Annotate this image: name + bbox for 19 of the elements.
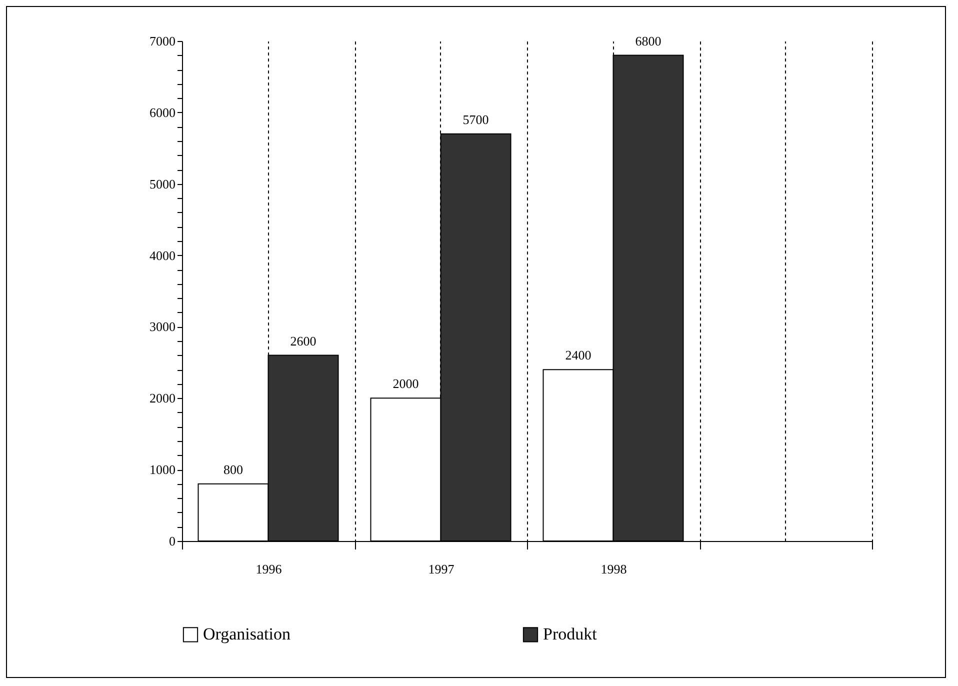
data-label: 800 [223,462,243,477]
x-tick-label: 1998 [600,562,627,576]
x-tick-label: 1997 [428,562,455,576]
data-label: 5700 [462,112,489,127]
y-tick-label: 7000 [150,34,176,48]
y-tick-label: 0 [169,534,176,548]
data-label: 2000 [392,376,419,392]
data-label: 2400 [565,348,592,363]
y-tick-label: 4000 [150,248,176,263]
y-tick-label: 5000 [150,176,176,192]
legend-label: Produkt [543,624,598,644]
y-tick-label: 1000 [150,462,176,478]
y-tick-label: 2000 [150,390,176,406]
y-tick-label: 6000 [150,104,176,120]
x-tick-label: 1996 [256,562,282,576]
legend-label: Organisation [203,624,292,644]
data-label: 6800 [635,33,662,48]
y-tick-label: 3000 [150,319,176,334]
data-label: 2600 [290,333,316,348]
